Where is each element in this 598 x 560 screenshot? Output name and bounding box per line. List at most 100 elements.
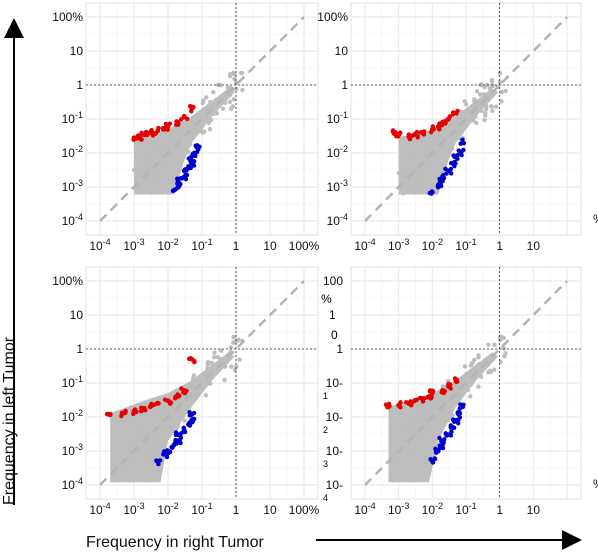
y-tick-label: 10-4: [62, 212, 83, 228]
neutral-point: [146, 152, 152, 157]
neutral-point: [179, 413, 184, 418]
up-point: [133, 136, 138, 141]
x-tick-label: 10-1: [191, 501, 212, 517]
neutral-point: [137, 432, 143, 437]
up-point: [454, 111, 459, 116]
up-point: [412, 398, 418, 403]
x-tick-label: 10-4: [354, 237, 375, 253]
up-point: [179, 386, 184, 391]
neutral-point: [437, 395, 443, 400]
y-tick-label: 1: [76, 78, 83, 92]
down-point: [154, 458, 160, 464]
neutral-point: [434, 152, 440, 158]
neutral-point: [211, 355, 217, 360]
neutral-point: [447, 138, 453, 143]
up-point: [185, 116, 190, 122]
x-tick-label: 10-1: [455, 237, 476, 253]
neutral-point: [423, 141, 429, 147]
down-point: [184, 172, 190, 178]
panel-bottom-left: 10-4 10-3 10-2 10-1 1 10 100% 10-4 10-3 10-2 10-1 1…: [52, 266, 320, 517]
neutral-point: [228, 106, 234, 111]
neutral-point: [146, 162, 151, 168]
neutral-point: [437, 418, 443, 424]
x-tick-label: 10: [263, 239, 277, 253]
down-point: [457, 406, 463, 411]
x-tick-label: 10-4: [89, 237, 110, 253]
up-point: [421, 129, 427, 134]
neutral-point: [446, 121, 452, 126]
down-point: [179, 430, 184, 436]
up-point: [167, 121, 173, 126]
neutral-point: [167, 153, 173, 158]
down-point: [181, 425, 186, 431]
neutral-point: [498, 334, 503, 340]
up-point: [156, 125, 161, 131]
neutral-point: [167, 138, 173, 144]
neutral-point: [408, 423, 413, 429]
neutral-point: [158, 148, 164, 153]
neutral-point: [152, 409, 157, 414]
up-point: [134, 409, 139, 414]
y-tick-label: 10-2: [327, 144, 348, 160]
neutral-point: [208, 381, 213, 386]
neutral-point: [434, 418, 439, 423]
neutral-point: [148, 185, 153, 190]
neutral-point: [186, 122, 192, 127]
down-point: [456, 148, 461, 153]
neutral-point: [228, 345, 234, 350]
neutral-point: [139, 436, 144, 441]
neutral-point: [458, 116, 463, 122]
neutral-point: [489, 104, 494, 109]
neutral-point: [193, 115, 198, 121]
neutral-point: [187, 387, 193, 392]
neutral-point: [476, 353, 481, 358]
y-tick-superscript: 1: [323, 391, 328, 401]
edge-percent-glyph-bottom: %: [593, 477, 598, 491]
y-tick-label: 10-4: [327, 212, 348, 228]
neutral-point: [152, 145, 157, 150]
neutral-point: [211, 90, 216, 95]
neutral-point: [486, 342, 491, 347]
neutral-point: [222, 364, 228, 369]
up-point: [174, 119, 180, 124]
neutral-point: [454, 115, 459, 121]
neutral-point: [492, 342, 497, 348]
neutral-point: [179, 416, 184, 421]
x-tick-label: 100%: [289, 503, 320, 517]
neutral-point: [203, 393, 209, 398]
neutral-point: [396, 170, 402, 176]
neutral-point: [501, 335, 507, 341]
up-point: [429, 394, 434, 400]
up-point: [186, 356, 192, 362]
neutral-point: [445, 415, 451, 420]
neutral-point: [438, 148, 443, 154]
neutral-point: [206, 120, 212, 126]
neutral-point: [191, 393, 196, 398]
neutral-point: [421, 410, 427, 416]
up-point: [409, 400, 414, 406]
y-tick-superscript: 4: [323, 493, 328, 503]
neutral-point: [170, 390, 176, 395]
neutral-point: [430, 146, 435, 151]
down-point: [448, 433, 454, 438]
neutral-point: [413, 186, 418, 191]
neutral-point: [489, 77, 495, 83]
neutral-point: [488, 369, 494, 375]
y-tick-label: 100%: [52, 10, 83, 24]
neutral-point: [484, 103, 489, 109]
neutral-point: [441, 395, 447, 401]
neutral-point: [439, 156, 444, 162]
neutral-point: [137, 445, 142, 450]
neutral-point: [195, 127, 201, 132]
neutral-point: [449, 146, 455, 151]
neutral-point: [434, 401, 439, 406]
x-tick-label: 10: [527, 503, 541, 517]
x-tick-label: 10-3: [388, 501, 409, 517]
up-point: [418, 130, 423, 135]
down-point: [194, 150, 199, 155]
y-tick-label: 10-2: [62, 144, 83, 160]
neutral-point: [482, 110, 488, 116]
neutral-point: [222, 377, 227, 383]
down-point: [448, 423, 454, 428]
neutral-point: [174, 418, 179, 424]
